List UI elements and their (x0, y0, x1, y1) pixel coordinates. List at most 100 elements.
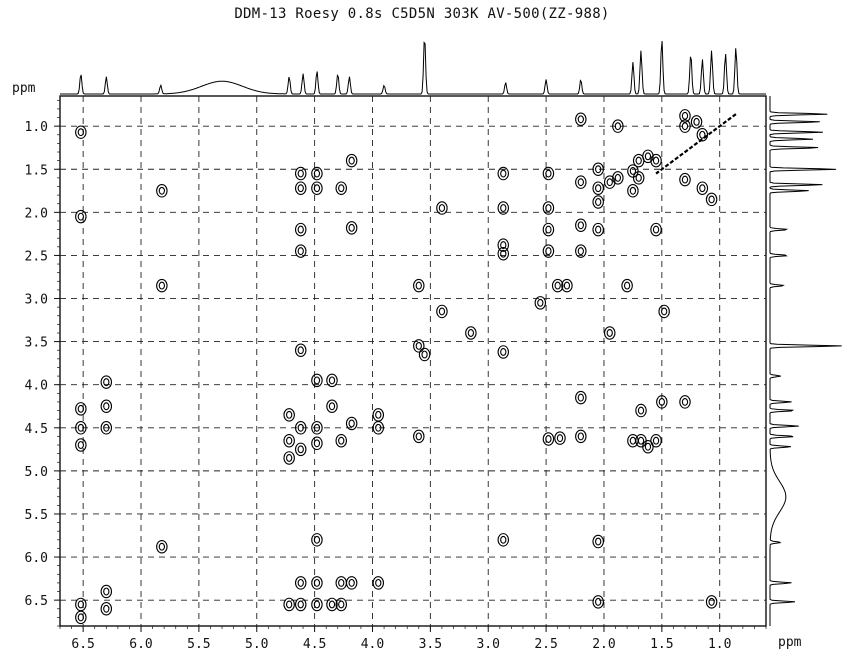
cross-peak (679, 172, 691, 187)
cross-peak-inner (681, 122, 689, 131)
cross-peak-inner (577, 115, 584, 124)
cross-peak-inner (595, 225, 602, 234)
x-tick-label: 4.0 (361, 637, 384, 652)
cross-peak (436, 201, 448, 215)
cross-peak-inner (556, 434, 564, 443)
cross-peak-inner (297, 184, 304, 193)
cross-peak (542, 244, 555, 258)
cross-peak-inner (313, 169, 321, 178)
cross-peak (311, 533, 323, 547)
cross-peak-inner (77, 423, 84, 432)
cross-peak-inner (681, 397, 689, 406)
cross-peak-inner (500, 249, 507, 258)
cross-peak-inner (415, 432, 422, 441)
y-tick-label: 6.0 (25, 551, 48, 566)
cross-peak (627, 184, 639, 198)
cross-peak-inner (77, 441, 84, 449)
cross-peak (283, 597, 295, 612)
cross-peak (345, 576, 358, 590)
cross-peak-inner (606, 329, 613, 337)
cross-peak (335, 433, 347, 448)
cross-peak-inner (328, 600, 336, 609)
cross-peak (418, 347, 431, 362)
cross-peak-inner (545, 435, 552, 443)
cross-peak-inner (563, 281, 571, 290)
x-tick-label: 4.5 (303, 637, 326, 652)
cross-peak (326, 597, 338, 612)
cross-peak-inner (577, 247, 584, 256)
x-tick-label: 5.0 (245, 637, 268, 652)
cross-peak (696, 128, 709, 142)
cross-peak-inner (328, 376, 336, 385)
cross-peak-inner (77, 212, 84, 221)
cross-peak-inner (103, 587, 110, 596)
x-tick-label: 5.5 (187, 637, 210, 652)
cross-peak (534, 296, 547, 310)
cross-peak (345, 416, 358, 431)
cross-peak (650, 433, 662, 448)
cross-peak (311, 181, 323, 195)
plot-frame (59, 95, 767, 627)
cross-peak-inner (286, 436, 293, 445)
cross-peak-inner (637, 406, 645, 415)
cross-peak (294, 166, 307, 181)
cross-peak-inner (500, 348, 507, 356)
cross-peak-inner (652, 225, 660, 234)
cross-peak (75, 597, 87, 612)
cross-peak (497, 533, 510, 547)
cross-peak (612, 171, 624, 185)
y-tick-label: 3.0 (25, 293, 48, 308)
cross-peak-inner (338, 578, 345, 587)
cross-peak-inner (681, 111, 689, 120)
cross-peak (283, 408, 295, 422)
cross-peak-inner (545, 225, 552, 234)
cross-peak-inner (328, 402, 336, 411)
cross-peak (592, 222, 604, 237)
cross-peak-inner (375, 423, 382, 432)
x-tick-label: 6.5 (71, 637, 94, 652)
cross-peak-inner (415, 281, 422, 290)
cross-peak (413, 339, 425, 353)
cross-peak-inner (415, 341, 422, 350)
cross-peak-inner (606, 178, 613, 187)
cross-peak (372, 408, 385, 422)
cross-peak-inner (348, 156, 355, 165)
cross-peak (75, 209, 87, 224)
cross-peak (100, 375, 113, 389)
cross-peak (100, 584, 113, 599)
cross-peak (294, 576, 307, 590)
cross-peak (335, 181, 347, 195)
y-tick-label: 2.0 (25, 206, 48, 221)
cross-peak (75, 421, 87, 435)
cross-peak-inner (708, 195, 715, 204)
cross-peak-inner (77, 613, 84, 622)
cross-peak-inner (297, 247, 304, 256)
cross-peak (294, 343, 307, 357)
y-tick-label: 2.5 (25, 249, 48, 264)
cross-peak (372, 421, 385, 435)
cross-peak (294, 597, 307, 612)
y-tick-label: 4.5 (25, 422, 48, 437)
cross-peak-inner (421, 350, 428, 359)
cross-peak (650, 153, 662, 168)
cross-peak-inner (595, 597, 602, 606)
cross-peak (465, 326, 477, 340)
cross-peak (575, 390, 587, 405)
cross-peak (612, 119, 624, 133)
cross-peak (575, 429, 587, 444)
cross-peak-inner (103, 604, 110, 613)
cross-peak (604, 175, 616, 189)
cross-peak-inner (286, 454, 293, 462)
cross-peak-inner (652, 436, 660, 445)
x-tick-label: 3.0 (476, 637, 499, 652)
cross-peak (497, 238, 510, 252)
cross-peak-inner (629, 186, 637, 195)
cross-peak (335, 597, 347, 612)
cross-peak (326, 373, 338, 388)
cross-peak (658, 304, 670, 319)
cross-peak-inner (438, 204, 446, 212)
x-axis-unit-label: ppm (778, 635, 802, 650)
cross-peak-inner (500, 535, 507, 544)
